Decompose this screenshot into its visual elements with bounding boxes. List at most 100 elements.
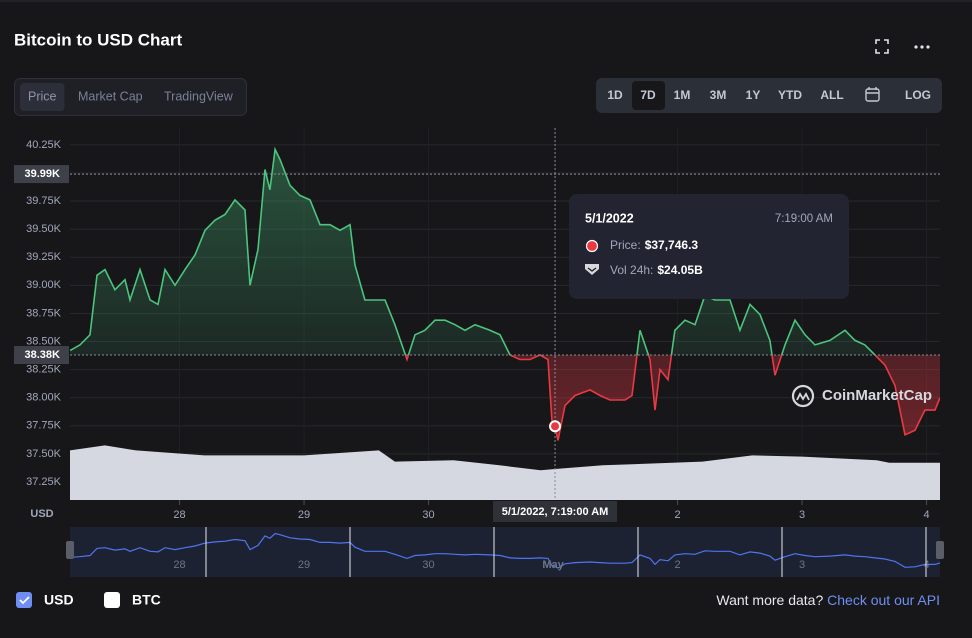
- checkbox-checked[interactable]: [16, 592, 32, 608]
- range-button[interactable]: LOG: [905, 88, 931, 102]
- calendar-button[interactable]: [865, 87, 880, 102]
- range-label[interactable]: 3M: [710, 88, 727, 102]
- x-tick-label: 30: [422, 509, 434, 521]
- navigator-tick-label: 2: [674, 559, 680, 571]
- navigator-tick-label: 29: [298, 559, 310, 571]
- price-area-up: [70, 149, 940, 356]
- y-tick-label: 37.50K: [26, 448, 62, 460]
- tab-label[interactable]: Market Cap: [78, 89, 143, 103]
- range-button[interactable]: 7D: [632, 81, 665, 110]
- range-label[interactable]: YTD: [778, 88, 802, 102]
- crosshair-label: 5/1/2022, 7:19:00 AM: [502, 506, 609, 518]
- tab[interactable]: TradingView: [164, 89, 234, 103]
- tooltip-time: 7:19:00 AM: [775, 213, 833, 225]
- calendar-icon: [865, 88, 880, 102]
- price-area-down: [405, 355, 940, 441]
- check-icon: [19, 596, 30, 605]
- navigator-handle[interactable]: [936, 541, 944, 559]
- tab-selected[interactable]: [20, 83, 65, 111]
- y-tick-label: 38.25K: [26, 364, 62, 376]
- tooltip-box: [569, 194, 849, 299]
- navigator-tick-label: 3: [799, 559, 805, 571]
- tooltip-price-dot: [585, 239, 599, 253]
- x-tick-label: 4: [923, 509, 929, 521]
- tab-label[interactable]: TradingView: [164, 89, 234, 103]
- volume-area: [70, 445, 940, 500]
- tooltip-vol: $24.05B: [657, 263, 703, 277]
- y-tick-label: 38.50K: [26, 335, 62, 347]
- range-button[interactable]: 1D: [607, 88, 623, 102]
- watermark-logo: [791, 384, 815, 408]
- reference-label: 38.38K: [25, 349, 61, 361]
- y-tick-label: 37.25K: [26, 476, 62, 488]
- chart-title: Bitcoin to USD Chart: [14, 30, 182, 49]
- currency-label: BTC: [132, 592, 161, 608]
- x-tick-label: 29: [298, 509, 310, 521]
- y-tick-label: 37.75K: [26, 420, 62, 432]
- tab[interactable]: Market Cap: [78, 89, 143, 103]
- y-tick-label: 39.25K: [26, 251, 62, 263]
- navigator[interactable]: [70, 527, 940, 577]
- y-tick-label: 39.50K: [26, 223, 62, 235]
- range-group: [596, 78, 942, 113]
- api-link[interactable]: Check out our API: [827, 592, 940, 608]
- price-line-down: [404, 355, 940, 441]
- tooltip-vol-label: Vol 24h:: [610, 263, 653, 277]
- tooltip-price: $37,746.3: [645, 238, 699, 252]
- range-label[interactable]: 7D: [640, 88, 656, 102]
- tooltip-date: 5/1/2022: [585, 211, 634, 225]
- axis-unit: USD: [30, 508, 53, 520]
- watermark: CoinMarketCap: [791, 384, 932, 408]
- range-button[interactable]: 1Y: [746, 88, 761, 102]
- footer-prompt: Want more data?: [716, 592, 823, 608]
- tooltip-price-label: Price:: [610, 238, 641, 252]
- range-button[interactable]: 3M: [710, 88, 727, 102]
- navigator-handle[interactable]: [66, 541, 74, 559]
- btc-checkbox[interactable]: BTC: [104, 592, 161, 608]
- fullscreen-icon[interactable]: [875, 39, 889, 54]
- range-label[interactable]: 1D: [607, 88, 623, 102]
- range-label[interactable]: 1M: [674, 88, 691, 102]
- usd-checkbox[interactable]: USD: [16, 592, 74, 608]
- range-selected[interactable]: [632, 81, 665, 110]
- reference-label-box: [14, 346, 69, 365]
- hover-point: [549, 420, 562, 433]
- navigator-tick-label: 28: [173, 559, 185, 571]
- tab-group: [14, 78, 247, 116]
- crosshair-label-box: [493, 501, 618, 522]
- currency-label: USD: [44, 592, 74, 608]
- range-label[interactable]: LOG: [905, 88, 931, 102]
- range-label[interactable]: 1Y: [746, 88, 761, 102]
- y-tick-label: 40.25K: [26, 139, 62, 151]
- watermark-logo: [796, 392, 810, 401]
- checkbox-unchecked[interactable]: [104, 592, 120, 608]
- range-button[interactable]: 1M: [674, 88, 691, 102]
- reference-label-box: [14, 165, 69, 184]
- watermark-text: CoinMarketCap: [822, 387, 932, 404]
- navigator-line: [69, 532, 941, 569]
- tab[interactable]: Price: [20, 83, 65, 111]
- more-icon[interactable]: [914, 45, 930, 49]
- reference-label: 39.99K: [25, 168, 61, 180]
- range-button[interactable]: ALL: [820, 88, 843, 102]
- navigator-tick-label: 4: [923, 559, 929, 571]
- range-label[interactable]: ALL: [820, 88, 843, 102]
- y-tick-label: 38.75K: [26, 307, 62, 319]
- range-button[interactable]: YTD: [778, 88, 802, 102]
- y-tick-label: 38.00K: [26, 392, 62, 404]
- navigator-tick-label: 30: [422, 559, 434, 571]
- tooltip-vol-icon: [587, 267, 597, 272]
- tooltip: 5/1/2022 7:19:00 AM Price: $37,746.3 Vol 24h…: [569, 194, 849, 299]
- x-tick-label: 28: [173, 509, 185, 521]
- price-line-up: [70, 146, 877, 356]
- x-tick-label: 3: [799, 509, 805, 521]
- y-tick-label: 39.75K: [26, 195, 62, 207]
- tab-label[interactable]: Price: [28, 89, 57, 103]
- navigator-tick-label: May: [542, 559, 564, 571]
- footer-text: Want more data? Check out our API: [716, 592, 940, 608]
- calendar-icon: [866, 87, 879, 94]
- x-tick-label: 2: [674, 509, 680, 521]
- y-tick-label: 39.00K: [26, 279, 62, 291]
